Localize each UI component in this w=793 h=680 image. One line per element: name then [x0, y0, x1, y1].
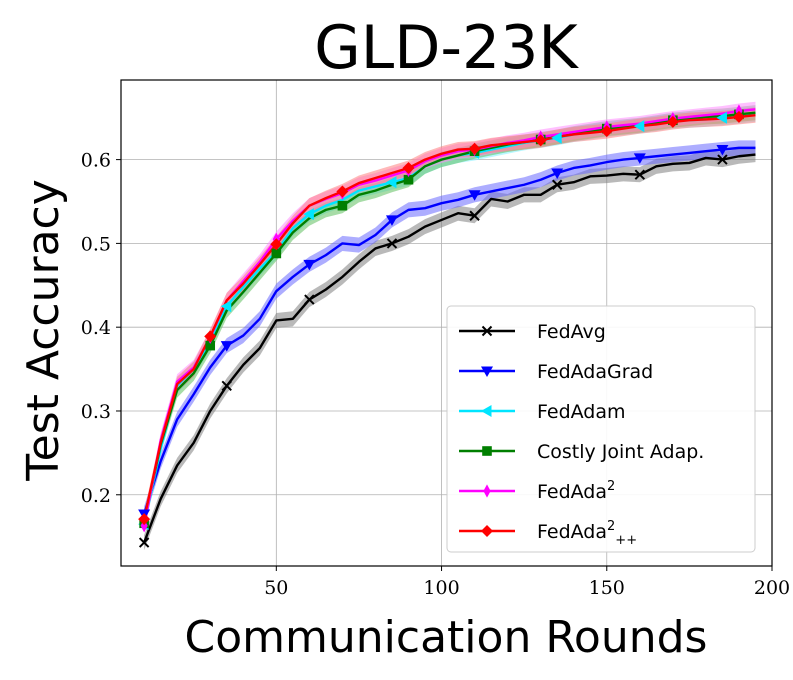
x-tick-label: 150 — [589, 577, 625, 599]
series-lines — [142, 108, 756, 543]
fedavg-point — [469, 210, 480, 221]
legend-label-fedada-pp: FedAda2++ — [537, 519, 637, 548]
fedadagrad-point — [220, 341, 233, 352]
fedada-2-line — [142, 108, 756, 527]
legend-label-fedadagrad: FedAdaGrad — [537, 361, 653, 383]
legend-label-text: FedAda — [537, 521, 607, 543]
costly-joint-adap--line — [142, 111, 756, 524]
fedadam-point — [385, 176, 397, 189]
fedadagrad-point — [551, 168, 564, 180]
fedavg-point — [634, 169, 646, 180]
fedadagrad-point — [716, 145, 729, 156]
fedadam-point — [633, 120, 645, 133]
y-tick-label: 0.4 — [81, 317, 111, 339]
legend-label-fedavg: FedAvg — [537, 321, 606, 343]
legend-marker-fedadam — [481, 405, 492, 417]
fedada-pp-line — [142, 113, 756, 520]
legend-label-text: Costly Joint Adap. — [537, 441, 704, 463]
legend-marker-fedada-pp — [481, 525, 493, 537]
fedavg-line — [143, 153, 756, 543]
fedada-pp-point — [666, 115, 679, 128]
fedadagrad-point — [303, 259, 316, 271]
fedada-pp-point — [204, 330, 217, 343]
fedadagrad-point — [468, 190, 481, 201]
y-axis-label: Test Accuracy — [18, 179, 69, 482]
fedada-pp-point — [468, 142, 481, 155]
legend-label-fedadam: FedAdam — [537, 401, 626, 423]
legend-label-costly-joint-adap-: Costly Joint Adap. — [537, 441, 704, 463]
costly-joint-adap--point — [205, 340, 216, 351]
fedadam-point — [716, 111, 727, 124]
y-tick-label: 0.5 — [81, 233, 111, 255]
y-tick-label: 0.6 — [81, 150, 111, 172]
fedada-pp-point — [732, 110, 745, 123]
fedada-pp-point — [402, 161, 415, 174]
fedada-pp-point — [534, 134, 547, 147]
fedadam-point — [220, 300, 232, 313]
fedavg-point — [717, 154, 728, 165]
chart-title: GLD-23K — [314, 13, 579, 83]
x-tick-label: 200 — [754, 577, 790, 599]
series-markers — [138, 104, 745, 548]
legend-marker-fedavg — [481, 325, 493, 337]
legend-label-superscript: 2 — [607, 479, 615, 494]
confidence-bands — [144, 101, 756, 551]
legend-label-subscript: ++ — [615, 533, 637, 548]
fedadagrad-line — [142, 146, 756, 515]
y-tick-label: 0.3 — [81, 401, 111, 423]
fedada-2-band — [144, 101, 756, 534]
fedavg-point — [138, 537, 150, 548]
fedavg-point — [386, 238, 398, 249]
fedadam-point — [551, 131, 562, 144]
legend-label-text: FedAdaGrad — [537, 361, 653, 383]
costly-joint-adap--point — [271, 248, 282, 259]
fedadagrad-point — [385, 215, 398, 226]
fedada-pp-band — [144, 107, 756, 527]
fedavg-point — [304, 294, 315, 305]
legend-label-fedada-2: FedAda2 — [537, 479, 615, 503]
legend: FedAvg FedAdaGrad FedAdam Costly Joint Adap… — [446, 305, 756, 553]
legend-label-text: FedAdam — [537, 401, 626, 423]
fedada-pp-point — [138, 513, 151, 526]
legend-label-text: FedAvg — [537, 321, 606, 343]
legend-label-superscript: 2 — [607, 519, 615, 534]
fedadam-point — [303, 208, 314, 221]
y-tick-label: 0.2 — [81, 485, 111, 507]
plot-frame — [120, 79, 773, 567]
x-tick-label: 100 — [423, 577, 459, 599]
legend-marker-costly-joint-adap- — [482, 446, 492, 456]
fedadagrad-point — [633, 153, 646, 164]
legend-marker-fedadagrad — [481, 366, 493, 377]
fedada-pp-point — [600, 125, 613, 138]
x-axis-label: Communication Rounds — [185, 612, 708, 663]
fedavg-point — [221, 380, 232, 392]
legend-box — [446, 305, 756, 553]
legend-label-text: FedAda — [537, 481, 607, 503]
fedada-pp-point — [270, 238, 283, 251]
axis-ticks: 50 100 150 200 0.2 0.3 0.4 0.5 0.6 — [81, 150, 790, 599]
costly-joint-adap--point — [337, 200, 348, 211]
fedada-pp-point — [336, 185, 349, 198]
legend-marker-fedada-2 — [483, 484, 491, 498]
costly-joint-adap--point — [403, 174, 414, 185]
x-tick-label: 50 — [264, 577, 288, 599]
fedavg-point — [551, 179, 563, 190]
